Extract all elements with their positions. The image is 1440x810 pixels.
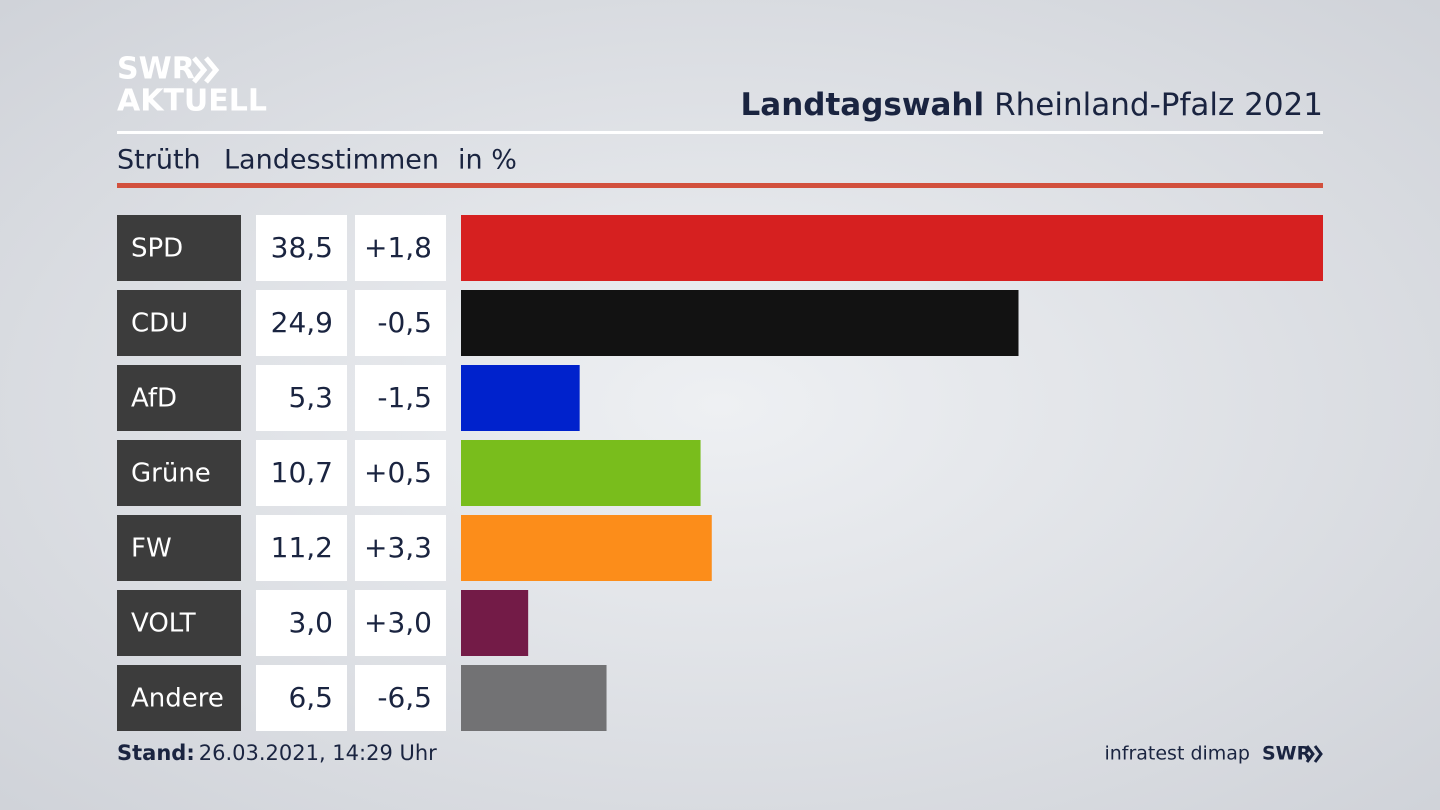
party-box (117, 665, 241, 731)
value-label: 24,9 (271, 306, 333, 339)
logo-top: SWR (117, 52, 195, 87)
party-box (117, 440, 241, 506)
party-label: Grüne (131, 459, 211, 489)
title: Landtagswahl Rheinland-Pfalz 2021 (741, 87, 1323, 123)
value-box (256, 515, 347, 581)
bar (461, 665, 607, 731)
logo-bottom: AKTUELL (117, 84, 267, 119)
change-label: +1,8 (364, 231, 432, 264)
party-box (117, 590, 241, 656)
party-label: Andere (131, 684, 224, 714)
value-label: 38,5 (271, 231, 333, 264)
bar (461, 215, 1323, 281)
bar (461, 290, 1019, 356)
logo-chevrons (192, 56, 220, 84)
change-box (355, 215, 446, 281)
subtitle: Landesstimmen (224, 145, 439, 176)
bar (461, 365, 580, 431)
change-label: +0,5 (364, 456, 432, 489)
party-box (117, 365, 241, 431)
party-box (117, 215, 241, 281)
change-box (355, 665, 446, 731)
stand-label: Stand: (117, 741, 195, 765)
rows: SPD 38,5 +1,8 CDU 24,9 -0,5 AfD 5,3 -1,5 Grüne 10,… (117, 215, 1323, 731)
change-label: -6,5 (377, 681, 432, 714)
value-label: 5,3 (288, 381, 333, 414)
unit: in % (458, 145, 517, 176)
change-label: -1,5 (377, 381, 432, 414)
footer-logo-chevrons (1305, 745, 1323, 763)
value-box (256, 590, 347, 656)
accent-rule (117, 183, 1323, 188)
value-box (256, 215, 347, 281)
party-label: VOLT (131, 609, 196, 639)
change-box (355, 440, 446, 506)
value-label: 10,7 (271, 456, 333, 489)
title-rest: Rheinland-Pfalz 2021 (994, 87, 1323, 123)
value-box (256, 365, 347, 431)
party-label: SPD (131, 234, 183, 264)
party-box (117, 290, 241, 356)
party-box (117, 515, 241, 581)
change-box (355, 290, 446, 356)
change-box (355, 515, 446, 581)
source: infratest dimap (1104, 743, 1250, 765)
change-label: -0,5 (377, 306, 432, 339)
value-box (256, 665, 347, 731)
change-box (355, 365, 446, 431)
change-label: +3,0 (364, 606, 432, 639)
title-bold: Landtagswahl (741, 87, 985, 123)
bar (461, 590, 529, 656)
value-box (256, 290, 347, 356)
region: Strüth (117, 145, 201, 176)
party-label: CDU (131, 309, 188, 339)
party-label: FW (131, 534, 172, 564)
value-label: 3,0 (288, 606, 333, 639)
stand-date: 26.03.2021, 14:29 Uhr (199, 741, 437, 765)
change-box (355, 590, 446, 656)
bar (461, 440, 701, 506)
party-label: AfD (131, 384, 177, 414)
rule (117, 131, 1323, 134)
bar (461, 515, 712, 581)
value-box (256, 440, 347, 506)
value-label: 11,2 (271, 531, 333, 564)
value-label: 6,5 (288, 681, 333, 714)
footer-logo: SWR (1262, 743, 1312, 765)
change-label: +3,3 (364, 531, 432, 564)
stand: Stand: 26.03.2021, 14:29 Uhr (117, 741, 437, 765)
